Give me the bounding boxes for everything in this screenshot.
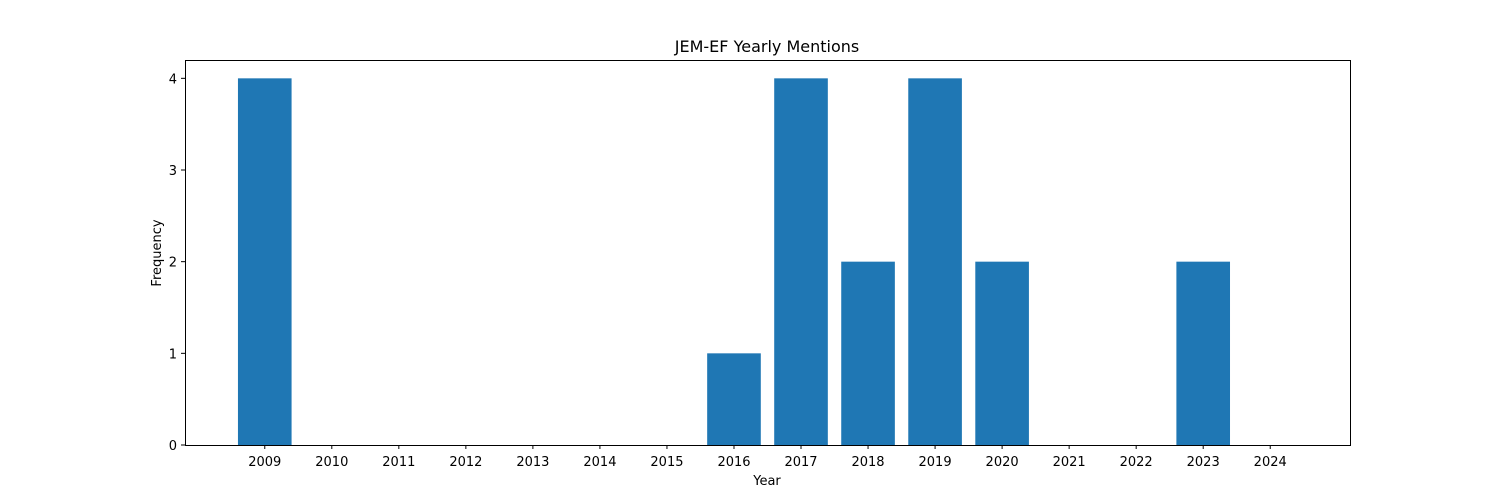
x-axis-label: Year [752, 474, 781, 489]
x-tick-label-2013: 2013 [516, 455, 549, 470]
x-tick-label-2012: 2012 [449, 455, 482, 470]
x-tick-label-2021: 2021 [1053, 455, 1086, 470]
x-tick-label-2023: 2023 [1187, 455, 1220, 470]
x-tick-label-2011: 2011 [382, 455, 415, 470]
bar-2020 [975, 261, 1029, 445]
x-tick-label-2015: 2015 [650, 455, 683, 470]
y-axis-ticks: 0 1 2 3 4 [169, 72, 185, 454]
x-tick-label-2018: 2018 [851, 455, 884, 470]
bar-2019 [908, 78, 962, 445]
x-axis-ticks: 2009 2010 2011 2012 2013 2014 2015 2016 2017 2018… [248, 445, 1287, 470]
y-tick-label-1: 1 [169, 347, 177, 362]
x-tick-label-2014: 2014 [583, 455, 616, 470]
bar-2023 [1176, 261, 1231, 445]
y-tick-label-2: 2 [169, 256, 177, 271]
x-tick-label-2017: 2017 [784, 455, 817, 470]
plot-frame [185, 60, 1351, 446]
x-tick-label-2019: 2019 [919, 455, 952, 470]
y-tick-label-0: 0 [169, 439, 177, 454]
bars-group [237, 78, 1231, 445]
bar-2017 [774, 78, 828, 445]
y-axis-label: Frequency [150, 219, 165, 286]
x-tick-label-2016: 2016 [717, 455, 750, 470]
y-tick-label-4: 4 [169, 72, 177, 87]
chart-title: JEM-EF Yearly Mentions [674, 37, 859, 56]
x-tick-label-2020: 2020 [986, 455, 1019, 470]
x-tick-label-2024: 2024 [1254, 455, 1287, 470]
x-tick-label-2010: 2010 [315, 455, 348, 470]
y-tick-label-3: 3 [169, 164, 177, 179]
bar-2016 [707, 353, 761, 445]
x-tick-label-2009: 2009 [248, 455, 281, 470]
bar-2018 [841, 261, 895, 445]
bar-2009 [237, 78, 292, 445]
x-tick-label-2022: 2022 [1120, 455, 1153, 470]
